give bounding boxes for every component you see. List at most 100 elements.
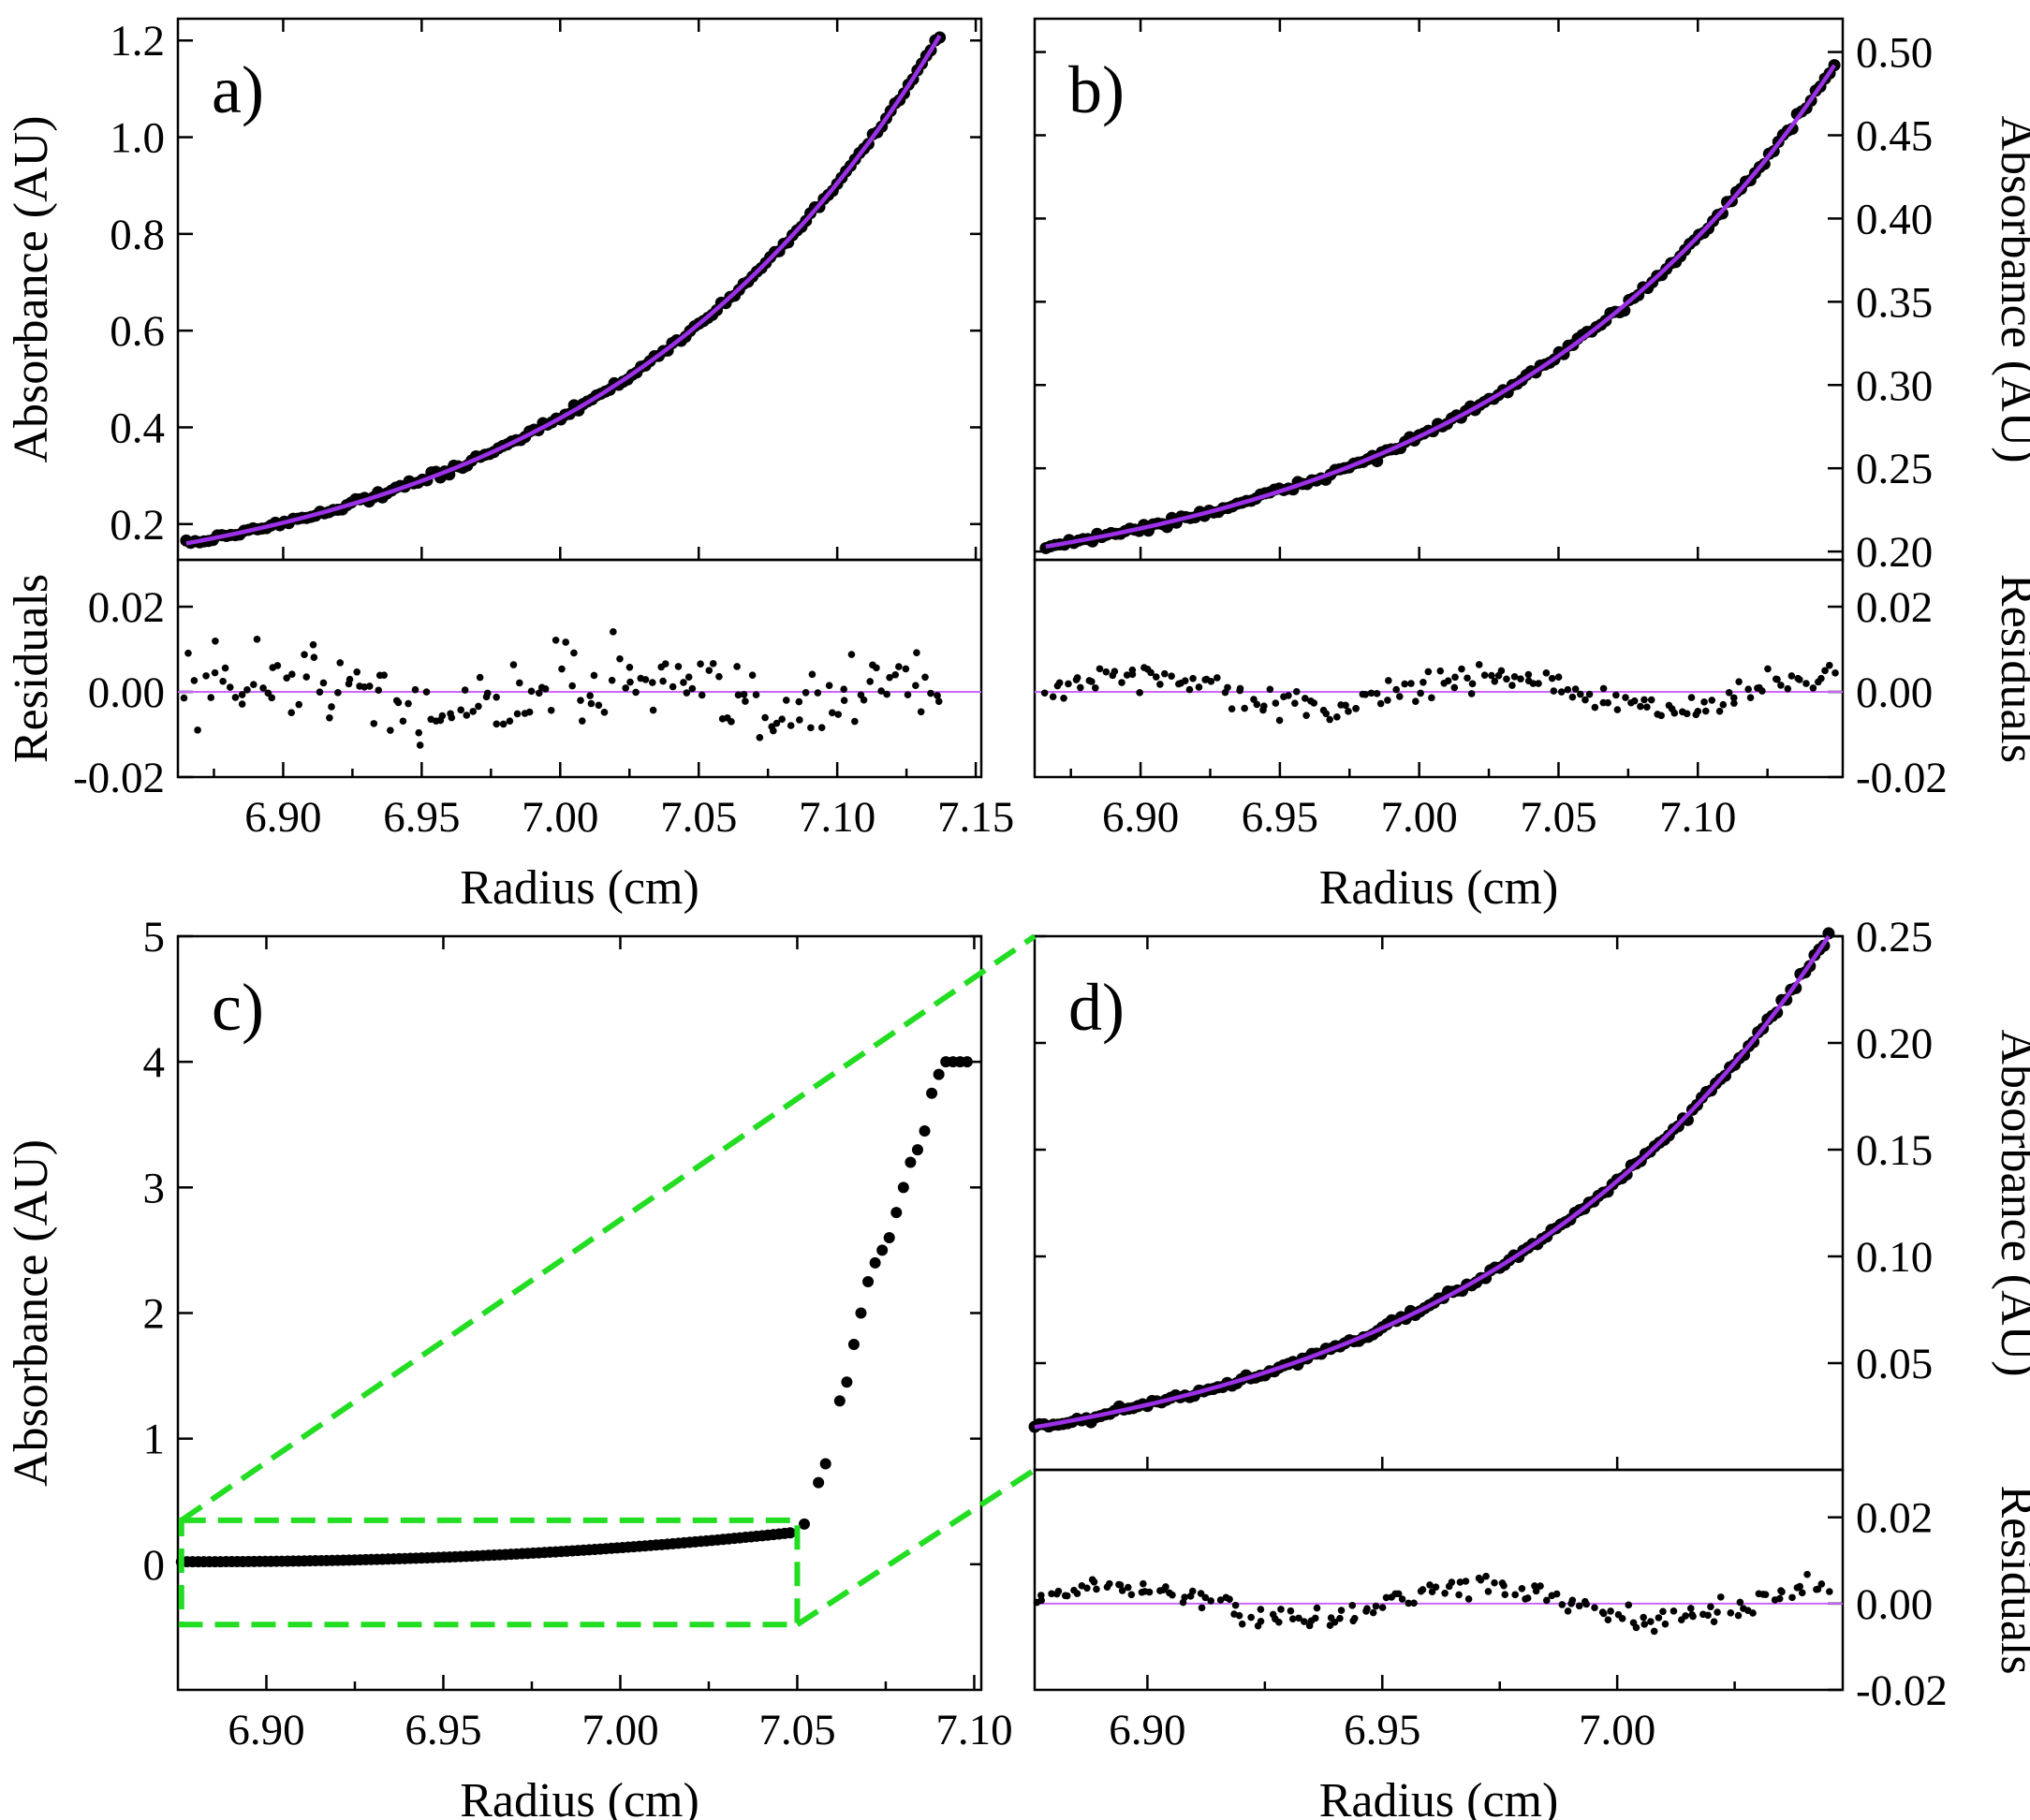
y-tick-label: 1.0 [110, 114, 165, 163]
residual-point [1777, 682, 1785, 689]
panel-d-chart: 6.90 6.95 7.00 Radius (cm) 0.05 0.10 0.15 0.20 0… [1028, 913, 2030, 1820]
residual-point [1480, 671, 1489, 679]
residual-point [288, 670, 296, 679]
residual-point [902, 665, 910, 673]
residual-point [1224, 683, 1231, 692]
residual-plot-frame [1033, 558, 1845, 779]
residual-point [1710, 1618, 1718, 1625]
residual-point [1524, 670, 1533, 679]
residual-point [1655, 1614, 1663, 1622]
residual-point [238, 691, 246, 698]
y-tick-label: 3 [143, 1164, 166, 1212]
x-axis-label: Radius (cm) [460, 1774, 699, 1820]
residual-point [457, 706, 465, 714]
y-tick-label: 0.45 [1856, 111, 1933, 160]
residual-point [1537, 1582, 1544, 1590]
y-tick-label: 0.10 [1856, 1233, 1933, 1282]
residual-point [1145, 1588, 1154, 1596]
y-axis-label: Absorbance (AU) [5, 115, 58, 462]
residual-point [535, 689, 543, 697]
residual-point [1571, 685, 1580, 693]
residual-point [1410, 1599, 1418, 1607]
y-tick-label: 0.6 [110, 307, 165, 356]
residual-point [772, 719, 781, 727]
residual-point [796, 716, 803, 724]
residual-point [659, 677, 667, 685]
residual-point [1073, 674, 1081, 682]
x-tick-label: 6.95 [405, 1706, 481, 1754]
residual-point [1670, 1607, 1678, 1615]
residual-axis-label: Residuals [1991, 1485, 2030, 1674]
residual-point [1581, 1597, 1589, 1606]
residual-point [1630, 697, 1639, 705]
residual-point [807, 724, 815, 732]
residual-point [873, 664, 880, 672]
residual-point [527, 687, 536, 696]
residual-point [1073, 1590, 1081, 1597]
residual-point [934, 697, 943, 705]
data-point [784, 1527, 796, 1539]
y-tick-label: 0.4 [110, 404, 165, 452]
residual-point [1475, 1574, 1483, 1582]
residual-point [1342, 701, 1349, 710]
residual-point [877, 687, 885, 695]
data-point [819, 1458, 831, 1470]
residual-point [1707, 1603, 1714, 1610]
residual-point [525, 708, 534, 716]
residual-y-tick-label: -0.02 [1856, 754, 1948, 802]
residual-point [562, 638, 569, 646]
residual-point [1498, 1579, 1507, 1587]
residual-point [1367, 689, 1375, 697]
x-tick-label: 6.90 [244, 793, 321, 842]
panel-tag: a) [212, 52, 264, 127]
residual-point [1127, 1591, 1136, 1599]
residual-point [1735, 678, 1743, 685]
residual-point [411, 685, 419, 694]
residual-point [1670, 709, 1679, 717]
residual-point [1640, 1613, 1647, 1622]
residual-point [1491, 1578, 1498, 1587]
residual-point [1153, 673, 1160, 681]
data-point [876, 1244, 889, 1256]
residual-point [1102, 668, 1111, 676]
residual-point [1557, 688, 1566, 696]
residual-point [680, 679, 687, 686]
residual-point [1475, 661, 1483, 668]
data-point [862, 1275, 875, 1287]
residual-point [1257, 1606, 1265, 1613]
residual-point [365, 682, 374, 690]
residual-point [1803, 1570, 1811, 1578]
y-tick-label: 0 [143, 1541, 166, 1590]
residual-point [1060, 694, 1067, 702]
residual-point [287, 709, 296, 716]
x-tick-label: 6.95 [1242, 793, 1318, 842]
x-tick-label: 7.05 [758, 1706, 835, 1754]
residual-point [1111, 668, 1119, 675]
residual-point [475, 702, 482, 711]
data-point [1822, 927, 1835, 940]
residual-point [1456, 1578, 1464, 1586]
residual-point [1162, 1583, 1169, 1591]
x-tick-label: 7.10 [799, 793, 875, 842]
residual-point [1558, 1601, 1567, 1608]
residual-point [600, 709, 609, 716]
residual-point [610, 628, 617, 636]
residual-point [808, 670, 816, 679]
residual-point [1207, 678, 1215, 685]
residual-point [1708, 697, 1716, 704]
residual-point [226, 683, 234, 691]
residual-point [1787, 672, 1796, 680]
residual-point [1503, 675, 1510, 683]
residual-point [1497, 667, 1506, 675]
residual-point [394, 698, 403, 707]
residual-point [1161, 669, 1169, 678]
residual-point [1622, 694, 1629, 701]
residual-point [375, 686, 383, 695]
residual-point [661, 660, 669, 668]
data-point [905, 1156, 917, 1168]
residual-point [1491, 678, 1499, 685]
data-point [926, 1087, 938, 1099]
residual-point [1778, 1588, 1786, 1596]
residual-point [1055, 679, 1064, 687]
residual-point [1744, 685, 1752, 693]
